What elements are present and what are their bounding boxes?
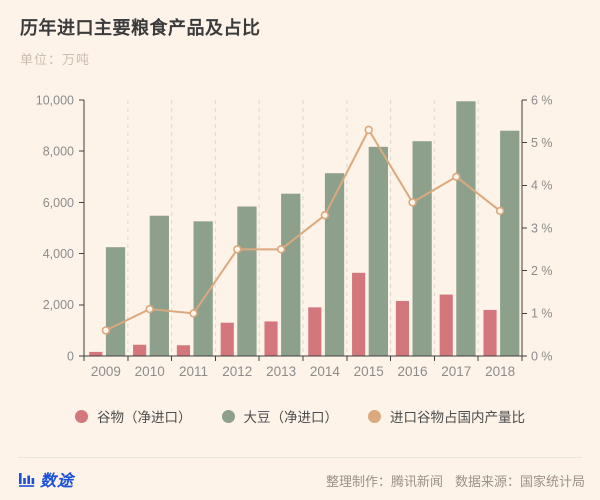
legend-label: 谷物（净进口） xyxy=(97,410,192,425)
svg-text:2018: 2018 xyxy=(485,364,515,379)
unit-label: 单位：万吨 xyxy=(20,52,91,67)
logo-text: 数途 xyxy=(40,473,75,490)
svg-text:2017: 2017 xyxy=(441,364,471,379)
svg-text:2009: 2009 xyxy=(91,364,121,379)
combo-chart: 0 2,000 4,000 6,000 8,000 10,000 0 % 1 % 2 % 3 % 4… xyxy=(36,93,553,379)
svg-text:2012: 2012 xyxy=(222,364,252,379)
legend-label: 进口谷物占国内产量比 xyxy=(390,410,525,425)
cereal-legend-dot-icon xyxy=(75,409,88,423)
bar-chart-logo-icon xyxy=(19,472,35,487)
credit-source: 数据来源：国家统计局 xyxy=(454,474,585,489)
legend-label: 大豆（净进口） xyxy=(243,410,339,425)
soybean-legend-dot-icon xyxy=(221,409,235,423)
svg-text:2016: 2016 xyxy=(397,364,427,379)
svg-text:0: 0 xyxy=(67,349,74,363)
svg-text:10,000: 10,000 xyxy=(36,93,74,107)
svg-text:6,000: 6,000 xyxy=(43,196,74,210)
svg-text:2,000: 2,000 xyxy=(43,298,74,312)
legend-item-soybean[interactable]: 大豆（净进口） xyxy=(221,406,339,426)
svg-text:6 %: 6 % xyxy=(531,93,553,107)
legend-item-cereal[interactable]: 谷物（净进口） xyxy=(75,406,192,426)
svg-text:2 %: 2 % xyxy=(531,264,553,278)
legend-item-ratio[interactable]: 进口谷物占国内产量比 xyxy=(368,406,525,426)
ratio-legend-dot-icon xyxy=(368,409,381,423)
svg-text:2010: 2010 xyxy=(135,364,165,379)
page-title: 历年进口主要粮食产品及占比 xyxy=(20,18,261,38)
shutu-logo[interactable]: 数途 xyxy=(18,467,74,491)
legend: 谷物（净进口） 大豆（净进口） 进口谷物占国内产量比 xyxy=(0,406,600,426)
credits: 整理制作：腾讯新闻 数据来源：国家统计局 xyxy=(326,471,585,490)
svg-text:4,000: 4,000 xyxy=(43,247,74,261)
svg-text:3 %: 3 % xyxy=(531,221,553,235)
svg-text:4 %: 4 % xyxy=(531,179,553,193)
credit-producer: 整理制作：腾讯新闻 xyxy=(325,474,443,489)
footer-divider xyxy=(18,457,582,458)
svg-text:2011: 2011 xyxy=(179,364,208,379)
svg-text:2014: 2014 xyxy=(310,364,341,379)
svg-text:2013: 2013 xyxy=(266,364,296,379)
svg-text:5 %: 5 % xyxy=(531,136,553,150)
svg-text:2015: 2015 xyxy=(354,364,384,379)
svg-text:1 %: 1 % xyxy=(531,307,553,321)
svg-text:8,000: 8,000 xyxy=(43,145,74,159)
svg-text:0 %: 0 % xyxy=(531,349,553,363)
